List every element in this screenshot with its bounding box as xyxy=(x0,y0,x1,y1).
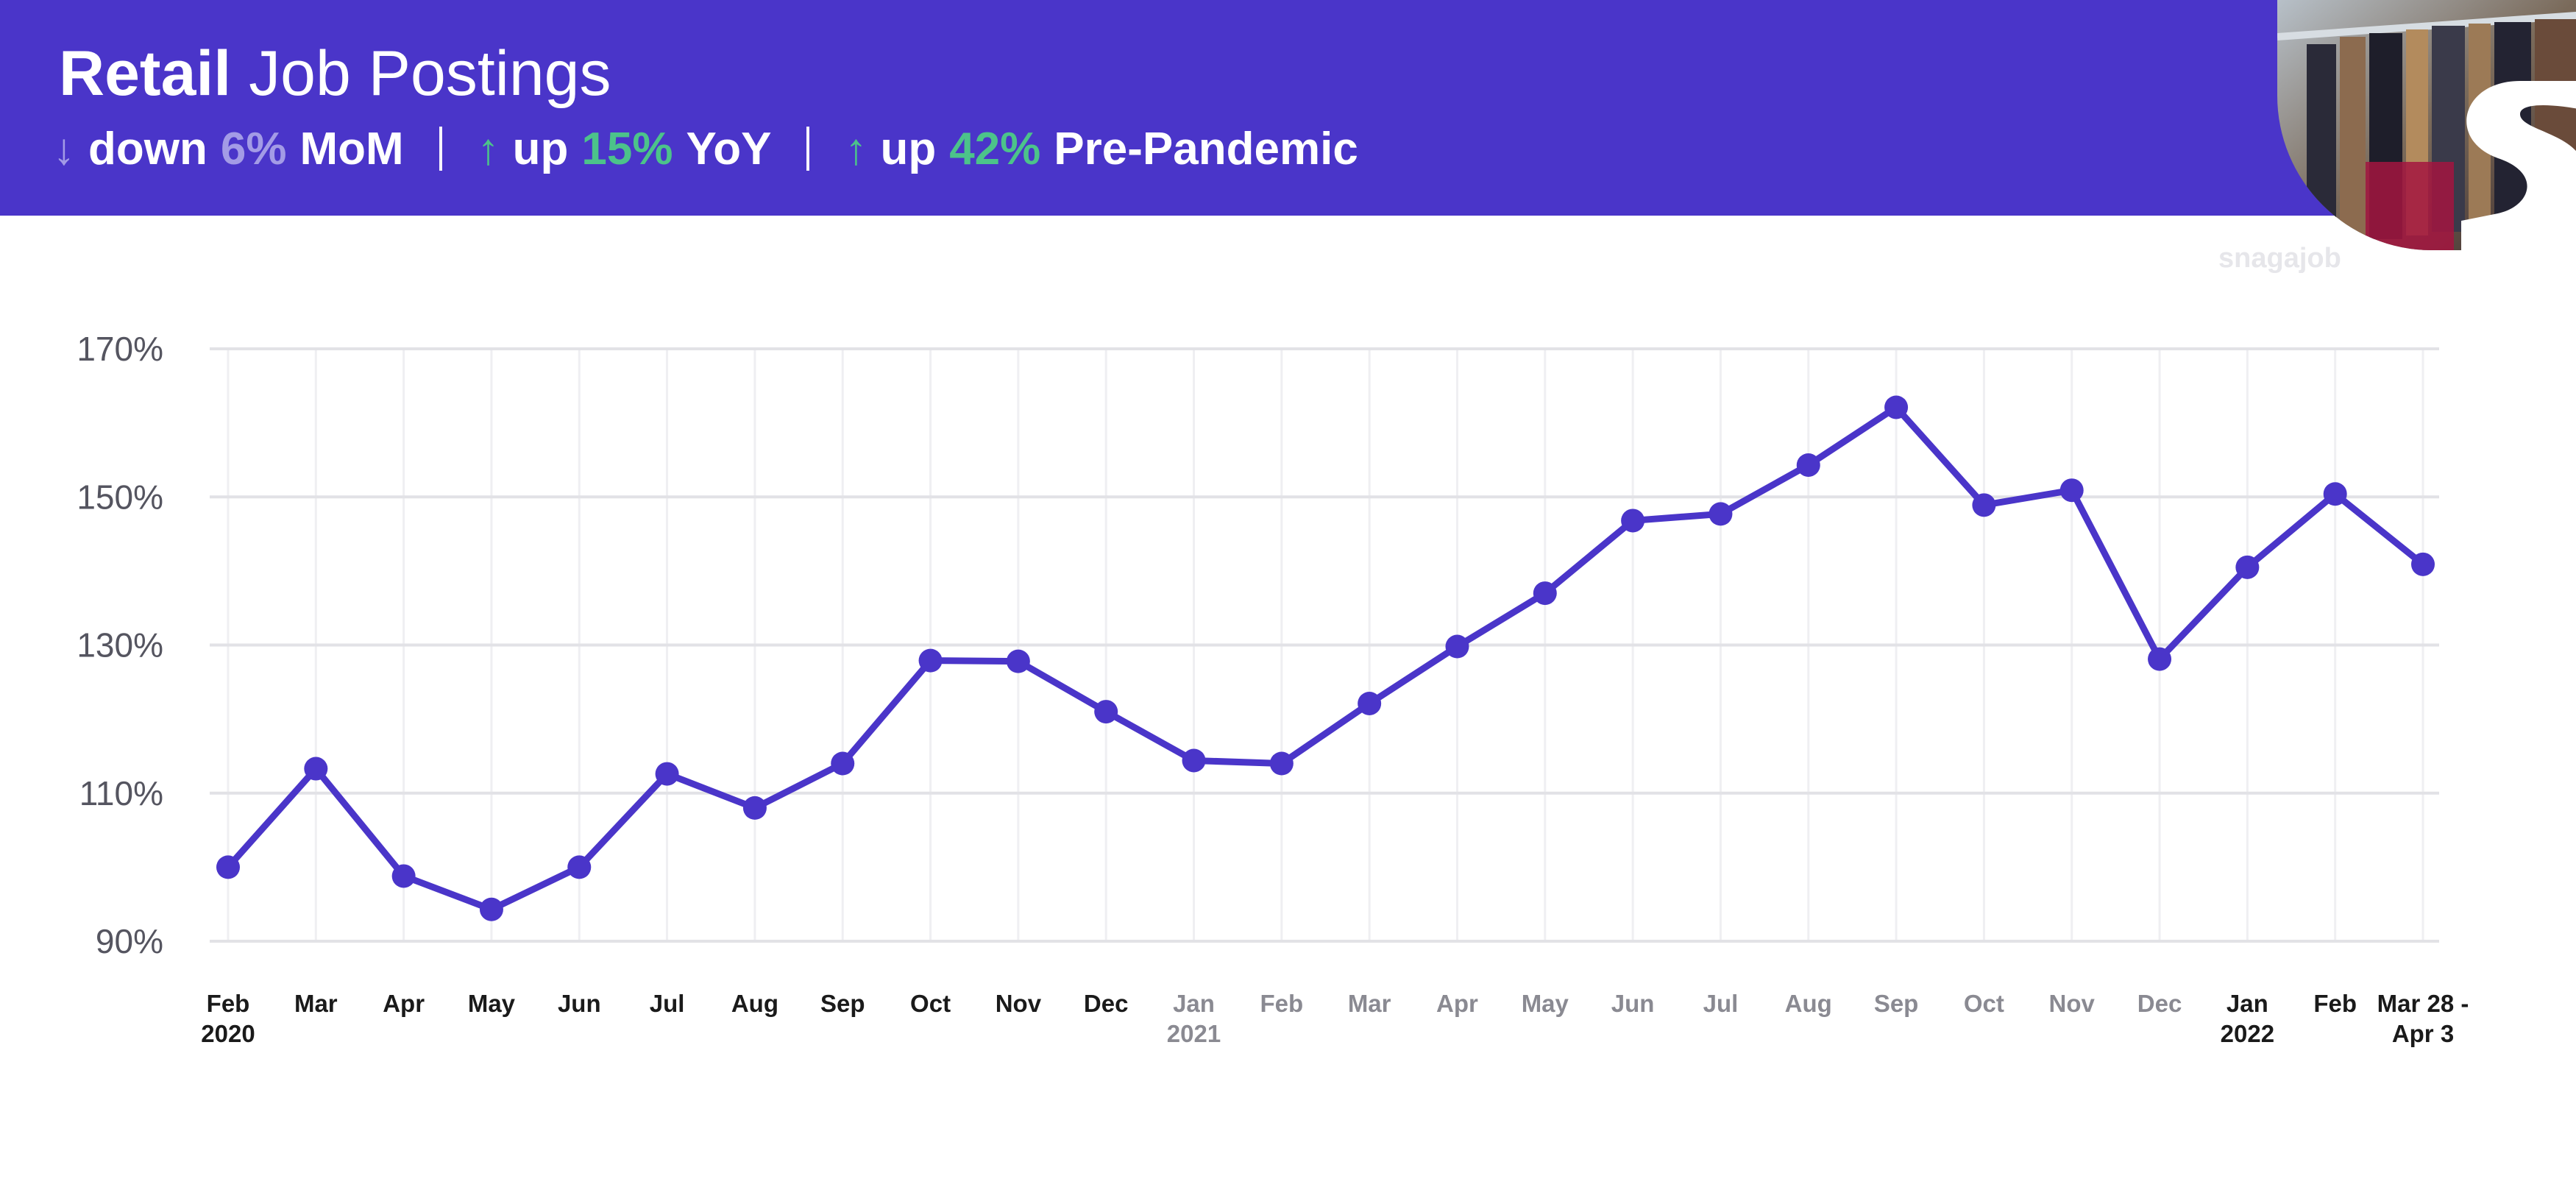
x-tick-label: Jan xyxy=(2226,990,2268,1017)
data-point xyxy=(1182,748,1206,773)
x-tick-label: Jun xyxy=(1611,990,1655,1017)
x-tick-label: Dec xyxy=(1084,990,1129,1017)
stat-label: Pre-Pandemic xyxy=(1054,123,1358,174)
title-bold: Retail xyxy=(59,38,232,109)
y-tick-label: 150% xyxy=(77,478,163,516)
data-point xyxy=(1445,634,1469,659)
x-tick-sublabel: 2022 xyxy=(2221,1020,2274,1047)
stat-word: up xyxy=(880,123,937,174)
stat-word: up xyxy=(512,123,569,174)
x-tick-label: Jul xyxy=(1703,990,1739,1017)
x-tick-sublabel: 2020 xyxy=(201,1020,255,1047)
stat-divider xyxy=(439,127,442,171)
x-tick-sublabel: 2021 xyxy=(1167,1020,1221,1047)
line-chart: 170% 150% 130% 110% 90% Feb 2020 Mar Apr May Jun Ju… xyxy=(77,330,2469,1047)
x-tick-label: Feb xyxy=(207,990,250,1017)
data-point xyxy=(2411,552,2435,576)
page-title: Retail Job Postings xyxy=(59,35,611,112)
data-point xyxy=(2235,555,2260,579)
data-point xyxy=(1533,581,1557,606)
header-banner: Retail Job Postings ↓ down 6% MoM ↑ up 1… xyxy=(0,0,2576,216)
x-tick-label: May xyxy=(1522,990,1569,1017)
stats-row: ↓ down 6% MoM ↑ up 15% YoY ↑ up 42% Pre-… xyxy=(53,118,1358,180)
data-point xyxy=(1358,691,1382,715)
x-tick-label: Sep xyxy=(820,990,865,1017)
snagajob-watermark: snagajob xyxy=(2218,243,2341,274)
stat-yoy: ↑ up 15% YoY xyxy=(478,123,772,175)
y-tick-label: 170% xyxy=(77,330,163,368)
data-point xyxy=(2148,647,2172,671)
x-tick-label: Oct xyxy=(1964,990,2004,1017)
x-tick-label: May xyxy=(468,990,516,1017)
data-point xyxy=(1796,453,1820,477)
stat-label: MoM xyxy=(299,123,404,174)
arrow-up-icon: ↑ xyxy=(477,124,500,174)
data-point xyxy=(831,751,855,776)
data-point xyxy=(216,855,240,879)
stat-pre-pandemic: ↑ up 42% Pre-Pandemic xyxy=(845,123,1358,175)
arrow-up-icon: ↑ xyxy=(845,124,867,174)
stat-label: YoY xyxy=(686,123,772,174)
data-point xyxy=(742,796,767,820)
x-tick-label: Oct xyxy=(910,990,951,1017)
data-point xyxy=(1972,493,1996,517)
x-tick-label: Apr xyxy=(1436,990,1478,1017)
data-point xyxy=(1094,700,1118,724)
title-rest: Job Postings xyxy=(249,38,611,109)
x-tick-label: Mar 28 - xyxy=(2377,990,2469,1017)
x-tick-label: Nov xyxy=(996,990,1042,1017)
x-tick-label: Feb xyxy=(2313,990,2357,1017)
x-tick-label: Feb xyxy=(1260,990,1304,1017)
snagajob-s-logo-icon xyxy=(2277,0,2576,250)
stat-value: 6% xyxy=(220,123,287,174)
stat-value: 15% xyxy=(581,123,673,174)
data-point xyxy=(1709,502,1733,526)
x-tick-label: Sep xyxy=(1874,990,1919,1017)
stat-mom: ↓ down 6% MoM xyxy=(53,123,404,175)
data-point xyxy=(304,757,328,781)
y-tick-label: 110% xyxy=(79,774,163,812)
clothing-rack-photo xyxy=(2277,0,2576,250)
series-line xyxy=(224,403,2427,913)
x-tick-label: Mar xyxy=(294,990,338,1017)
x-tick-label: Jul xyxy=(650,990,685,1017)
x-tick-label: Dec xyxy=(2137,990,2182,1017)
x-tick-label: Mar xyxy=(1348,990,1391,1017)
x-tick-label: Jun xyxy=(558,990,601,1017)
stat-word: down xyxy=(88,123,207,174)
data-point xyxy=(1006,649,1030,673)
arrow-down-icon: ↓ xyxy=(53,124,75,174)
stat-divider xyxy=(806,127,810,171)
data-point xyxy=(479,897,503,921)
data-point xyxy=(2059,478,2084,503)
y-tick-label: 130% xyxy=(77,626,163,665)
x-tick-label: Jan xyxy=(1173,990,1215,1017)
data-point xyxy=(1621,509,1645,533)
data-point xyxy=(655,762,679,786)
data-point xyxy=(391,864,416,888)
stat-value: 42% xyxy=(949,123,1041,174)
y-tick-label: 90% xyxy=(96,922,163,960)
x-tick-label: Aug xyxy=(1785,990,1832,1017)
data-point xyxy=(2323,482,2347,506)
data-point xyxy=(918,648,943,673)
x-tick-sublabel: Apr 3 xyxy=(2392,1020,2454,1047)
data-point xyxy=(1269,751,1294,776)
x-tick-label: Apr xyxy=(383,990,425,1017)
x-tick-label: Nov xyxy=(2049,990,2096,1017)
data-point xyxy=(1884,395,1909,419)
x-tick-label: Aug xyxy=(731,990,778,1017)
data-point xyxy=(567,855,592,879)
